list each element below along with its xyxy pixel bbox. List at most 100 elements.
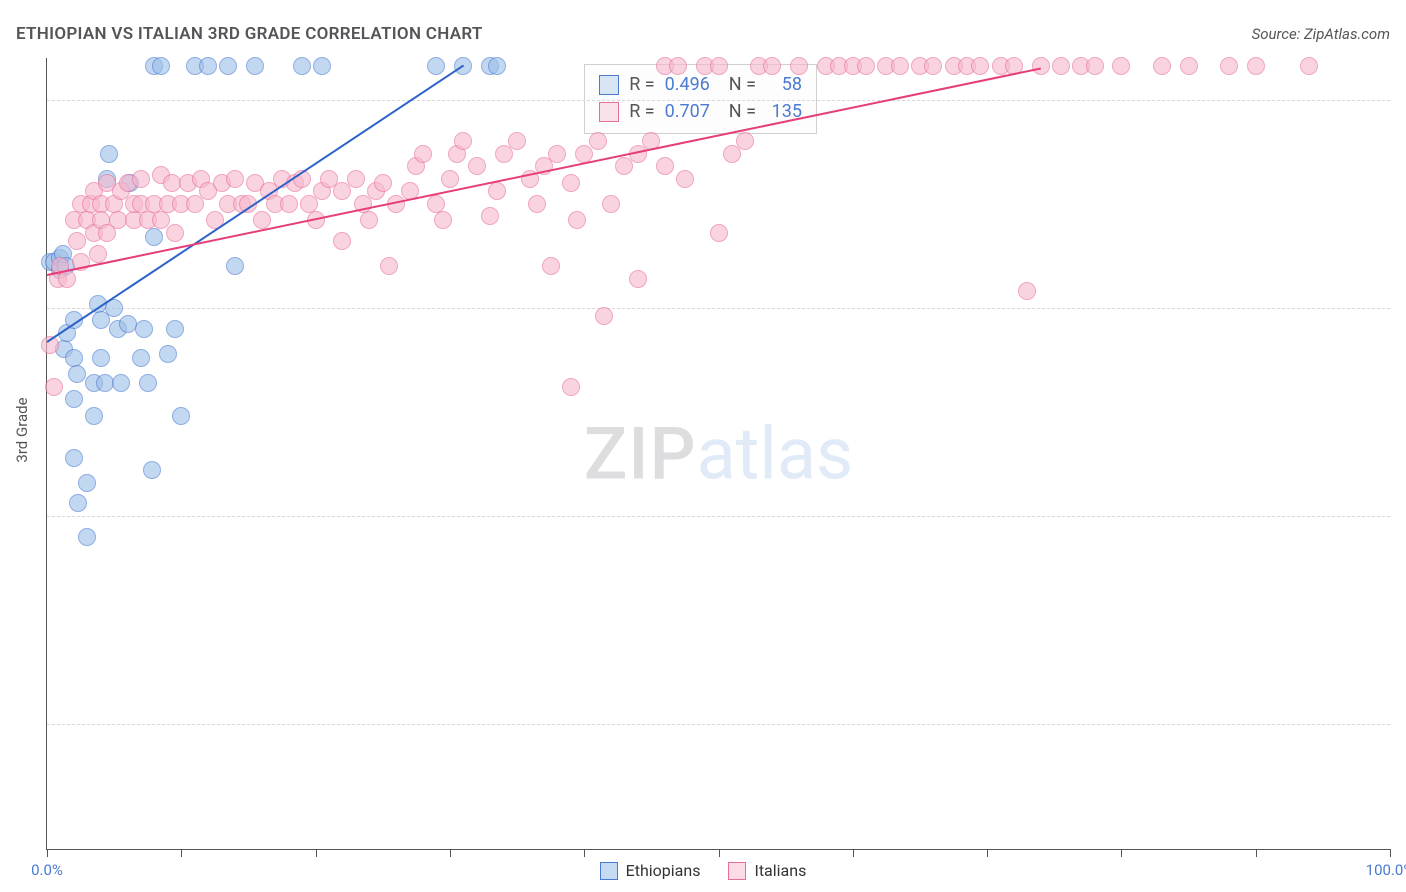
y-tick-label: 100.0% [1398, 107, 1406, 125]
data-point-italians [1180, 57, 1198, 75]
data-point-italians [595, 307, 613, 325]
data-point-italians [1032, 57, 1050, 75]
data-point-italians [414, 145, 432, 163]
data-point-italians [1153, 57, 1171, 75]
chart-title: ETHIOPIAN VS ITALIAN 3RD GRADE CORRELATI… [16, 24, 483, 44]
data-point-ethiopians [85, 407, 103, 425]
data-point-ethiopians [139, 374, 157, 392]
data-point-italians [1300, 57, 1318, 75]
x-tick [853, 849, 854, 857]
x-tick [1390, 849, 1391, 857]
data-point-italians [548, 145, 566, 163]
data-point-italians [857, 57, 875, 75]
data-point-italians [333, 232, 351, 250]
data-point-italians [710, 224, 728, 242]
data-point-ethiopians [152, 57, 170, 75]
data-point-italians [568, 211, 586, 229]
data-point-italians [374, 174, 392, 192]
data-point-italians [790, 57, 808, 75]
data-point-ethiopians [166, 320, 184, 338]
y-tick-label: 92.5% [1398, 731, 1406, 749]
y-axis-label: 3rd Grade [13, 397, 31, 462]
x-tick [181, 849, 182, 857]
data-point-italians [676, 170, 694, 188]
data-point-italians [736, 132, 754, 150]
legend-item-ethiopians: Ethiopians [600, 861, 701, 880]
y-tick-label: 97.5% [1398, 315, 1406, 333]
data-point-ethiopians [199, 57, 217, 75]
data-point-italians [454, 132, 472, 150]
data-point-ethiopians [69, 494, 87, 512]
data-point-italians [132, 170, 150, 188]
data-point-ethiopians [78, 474, 96, 492]
x-tick [1121, 849, 1122, 857]
data-point-ethiopians [293, 57, 311, 75]
data-point-ethiopians [145, 228, 163, 246]
data-point-italians [166, 224, 184, 242]
data-point-ethiopians [92, 349, 110, 367]
data-point-italians [602, 195, 620, 213]
watermark: ZIPatlas [584, 411, 853, 496]
data-point-italians [508, 132, 526, 150]
data-point-ethiopians [65, 449, 83, 467]
series-legend: Ethiopians Italians [0, 861, 1406, 880]
data-point-ethiopians [132, 349, 150, 367]
data-point-italians [1018, 282, 1036, 300]
data-point-ethiopians [219, 57, 237, 75]
data-point-ethiopians [226, 257, 244, 275]
x-tick [719, 849, 720, 857]
data-point-italians [629, 270, 647, 288]
y-tick-label: 95.0% [1398, 523, 1406, 541]
gridline [47, 308, 1390, 309]
data-point-italians [562, 378, 580, 396]
data-point-italians [89, 245, 107, 263]
data-point-ethiopians [119, 315, 137, 333]
x-tick [584, 849, 585, 857]
x-tick [450, 849, 451, 857]
data-point-italians [45, 378, 63, 396]
data-point-italians [68, 232, 86, 250]
data-point-ethiopians [313, 57, 331, 75]
data-point-italians [481, 207, 499, 225]
data-point-italians [1086, 57, 1104, 75]
data-point-italians [542, 257, 560, 275]
data-point-italians [656, 157, 674, 175]
data-point-ethiopians [159, 345, 177, 363]
source-attribution: Source: ZipAtlas.com [1252, 25, 1390, 43]
data-point-ethiopians [100, 145, 118, 163]
data-point-italians [1247, 57, 1265, 75]
data-point-italians [468, 157, 486, 175]
data-point-italians [488, 182, 506, 200]
data-point-italians [1220, 57, 1238, 75]
data-point-italians [427, 195, 445, 213]
data-point-ethiopians [65, 349, 83, 367]
x-tick [316, 849, 317, 857]
x-tick [987, 849, 988, 857]
data-point-italians [441, 170, 459, 188]
data-point-italians [924, 57, 942, 75]
data-point-italians [380, 257, 398, 275]
gridline [47, 724, 1390, 725]
gridline [47, 516, 1390, 517]
data-point-italians [528, 195, 546, 213]
legend-item-italians: Italians [728, 861, 806, 880]
data-point-italians [1052, 57, 1070, 75]
data-point-italians [1112, 57, 1130, 75]
gridline [47, 100, 1390, 101]
data-point-ethiopians [68, 365, 86, 383]
data-point-italians [891, 57, 909, 75]
data-point-italians [562, 174, 580, 192]
data-point-italians [253, 211, 271, 229]
data-point-ethiopians [427, 57, 445, 75]
scatter-plot: ZIPatlas R = 0.496 N = 58R = 0.707 N = 1… [46, 58, 1390, 850]
data-point-italians [347, 170, 365, 188]
data-point-ethiopians [172, 407, 190, 425]
data-point-italians [763, 57, 781, 75]
stats-legend-row-italians: R = 0.707 N = 135 [599, 98, 802, 125]
x-tick [47, 849, 48, 857]
data-point-ethiopians [488, 57, 506, 75]
data-point-ethiopians [78, 528, 96, 546]
data-point-ethiopians [65, 390, 83, 408]
data-point-italians [589, 132, 607, 150]
data-point-italians [971, 57, 989, 75]
